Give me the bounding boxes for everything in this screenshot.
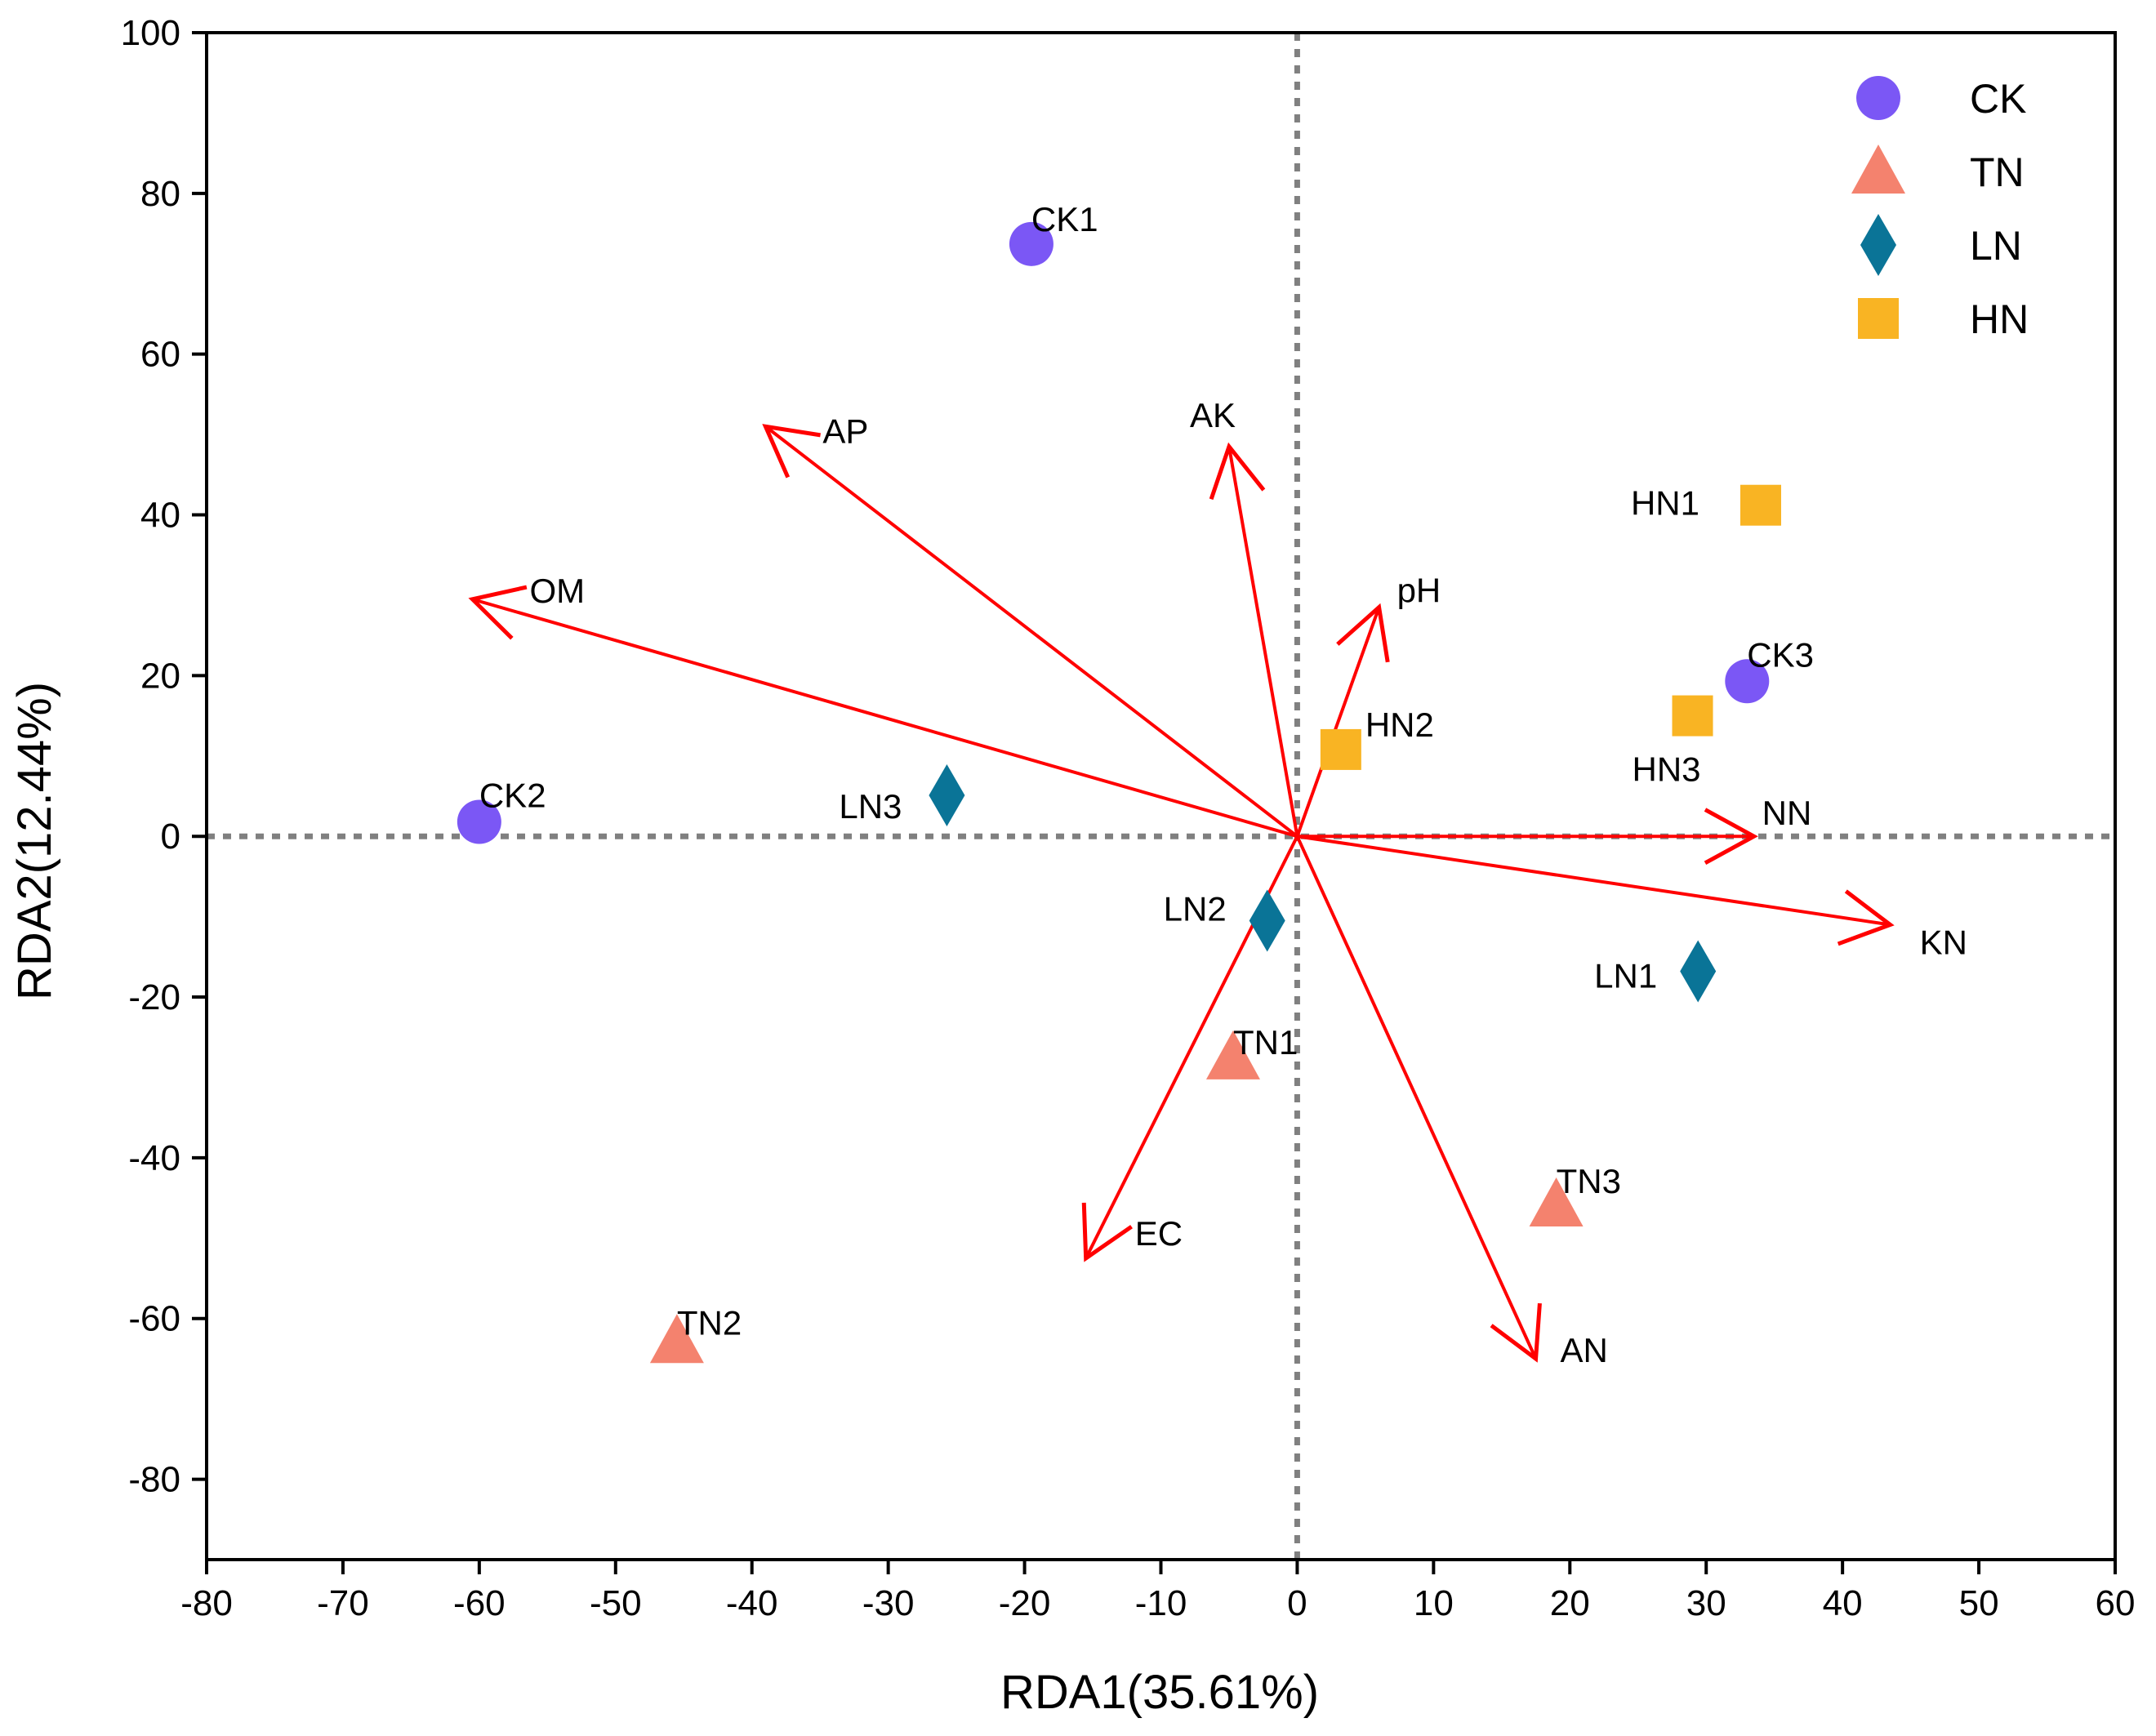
point-hn1 (1740, 484, 1781, 526)
vector-label-kn: KN (1920, 923, 1967, 961)
y-tick-label: -60 (128, 1299, 180, 1339)
vector-label-ak: AK (1190, 396, 1236, 434)
point-label-tn3: TN3 (1557, 1162, 1621, 1200)
vector-head-nn (1704, 808, 1758, 866)
point-label-ln2: LN2 (1164, 890, 1227, 928)
point-label-hn2: HN2 (1365, 706, 1434, 744)
legend-marker-ln (1860, 214, 1896, 276)
x-axis-title: RDA1(35.61%) (1000, 1666, 1319, 1719)
x-tick-label: -40 (726, 1583, 778, 1623)
point-label-ln1: LN1 (1594, 957, 1657, 995)
vector-label-an: AN (1561, 1331, 1608, 1369)
vector-label-nn: NN (1762, 794, 1812, 832)
y-axis-title: RDA2(12.44%) (8, 682, 61, 1000)
vector-head-ph (1336, 603, 1390, 663)
vector-line-ak (1227, 446, 1299, 837)
vector-line-kn (1297, 835, 1891, 927)
y-tick-label: 100 (121, 13, 180, 53)
y-tick-label: 0 (161, 817, 180, 857)
x-tick-label: -10 (1135, 1583, 1187, 1623)
vector-line-om (471, 597, 1298, 839)
vector-line-ap (764, 425, 1298, 838)
y-tick-label: 80 (140, 174, 180, 214)
legend-label-tn: TN (1970, 149, 2025, 195)
y-tick-label: -40 (128, 1138, 180, 1178)
point-ck3 (1725, 659, 1770, 704)
point-label-ck2: CK2 (479, 776, 546, 814)
x-tick-label: 50 (1959, 1583, 1999, 1623)
vector-line-an (1295, 835, 1538, 1360)
point-label-hn3: HN3 (1632, 750, 1700, 789)
point-label-tn1: TN1 (1233, 1023, 1298, 1062)
point-hn3 (1672, 695, 1713, 737)
x-tick-label: 40 (1823, 1583, 1863, 1623)
x-tick-label: -30 (862, 1583, 915, 1623)
point-tn1 (1205, 1030, 1260, 1079)
point-label-tn2: TN2 (677, 1303, 742, 1342)
x-tick-label: 20 (1550, 1583, 1590, 1623)
y-tick-label: 40 (140, 496, 180, 536)
vector-line-ph (1295, 607, 1381, 837)
environmental-vectors: AP AK OM pH NN KN EC AN (468, 396, 1967, 1369)
vector-head-kn (1837, 889, 1895, 946)
x-tick-label: -80 (180, 1583, 233, 1623)
legend-marker-hn (1858, 298, 1899, 339)
y-tick-label: 20 (140, 656, 180, 696)
x-tick-label: 30 (1686, 1583, 1726, 1623)
vector-label-ec: EC (1135, 1214, 1183, 1253)
x-tick-label: -20 (999, 1583, 1051, 1623)
point-label-ln3: LN3 (839, 787, 902, 826)
y-tick-label: 60 (140, 335, 180, 375)
vector-head-ap (762, 424, 821, 479)
y-tick-label: -80 (128, 1460, 180, 1500)
x-tick-label: -70 (317, 1583, 369, 1623)
vector-label-ph: pH (1397, 572, 1441, 610)
axes: -80 -70 -60 -50 -40 -30 -20 -10 0 10 20 30 40 50 60 -80… (121, 13, 2136, 1623)
point-tn2 (649, 1314, 704, 1364)
point-ln1 (1680, 940, 1717, 1003)
legend-label-ln: LN (1970, 223, 2022, 269)
point-ln3 (929, 764, 965, 827)
point-ck2 (457, 799, 501, 844)
vector-head-om (468, 585, 528, 640)
legend-marker-ck (1856, 76, 1900, 120)
x-tick-label: 0 (1287, 1583, 1307, 1623)
vector-head-an (1490, 1302, 1542, 1363)
legend-marker-tn (1851, 145, 1905, 194)
x-tick-label: 60 (2096, 1583, 2136, 1623)
point-label-ck1: CK1 (1031, 200, 1098, 238)
point-ln2 (1249, 889, 1285, 952)
x-tick-label: 10 (1414, 1583, 1454, 1623)
x-tick-label: -50 (590, 1583, 642, 1623)
point-tn3 (1529, 1177, 1584, 1226)
sample-points: CK1 CK2 CK3 TN1 TN2 TN3 LN1 LN2 LN3 HN1 HN2 HN3 (457, 200, 1814, 1364)
vector-label-ap: AP (822, 412, 868, 450)
vector-label-om: OM (530, 572, 586, 610)
reference-lines (207, 33, 2115, 1560)
point-label-ck3: CK3 (1747, 635, 1814, 674)
y-tick-label: -20 (128, 977, 180, 1017)
point-hn2 (1320, 728, 1361, 770)
legend-label-hn: HN (1970, 296, 2029, 342)
point-label-hn1: HN1 (1631, 484, 1699, 523)
vector-head-ec (1081, 1202, 1133, 1262)
vector-head-ak (1209, 442, 1266, 501)
x-tick-label: -60 (453, 1583, 506, 1623)
point-ck1 (1009, 221, 1054, 266)
legend-label-ck: CK (1970, 76, 2026, 122)
legend: CK TN LN HN (1851, 76, 2029, 342)
